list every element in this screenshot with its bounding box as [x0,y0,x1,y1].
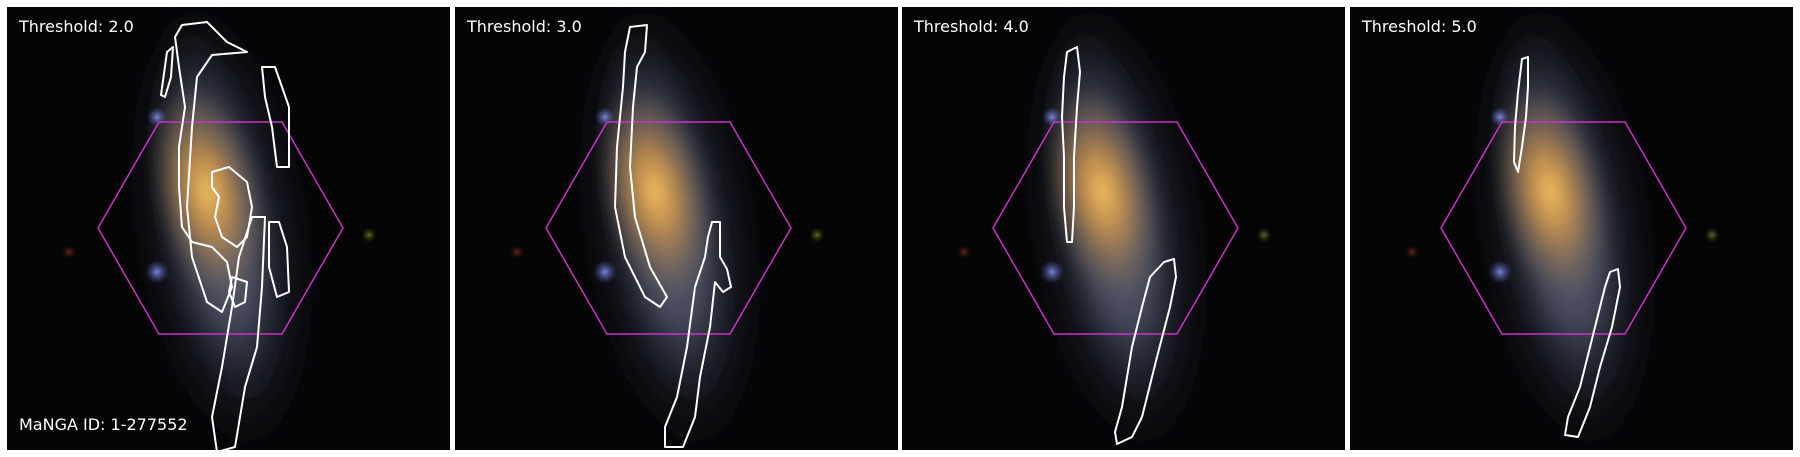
manga-id-label: MaNGA ID: 1-277552 [19,415,188,434]
galaxy-image [956,7,1272,450]
galaxy-image [61,7,377,450]
threshold-label: Threshold: 2.0 [19,17,134,36]
galaxy-image [1404,7,1720,450]
threshold-label: Threshold: 5.0 [1362,17,1477,36]
threshold-label: Threshold: 4.0 [914,17,1029,36]
panel-threshold-4: Threshold: 4.0 [902,7,1345,450]
galaxy-image [509,7,825,450]
panel-threshold-2: Threshold: 2.0 MaNGA ID: 1-277552 [7,7,450,450]
threshold-label: Threshold: 3.0 [467,17,582,36]
ifu-hexagon [992,121,1239,335]
panel-threshold-5: Threshold: 5.0 [1350,7,1793,450]
ifu-hexagon [545,121,792,335]
contour-lines [160,21,290,450]
ifu-hexagon [1440,121,1687,335]
panel-threshold-3: Threshold: 3.0 [455,7,898,450]
contour-lines [1061,46,1177,445]
contour-lines [614,24,732,448]
ifu-hexagon [97,121,344,335]
contour-lines [1513,56,1621,438]
